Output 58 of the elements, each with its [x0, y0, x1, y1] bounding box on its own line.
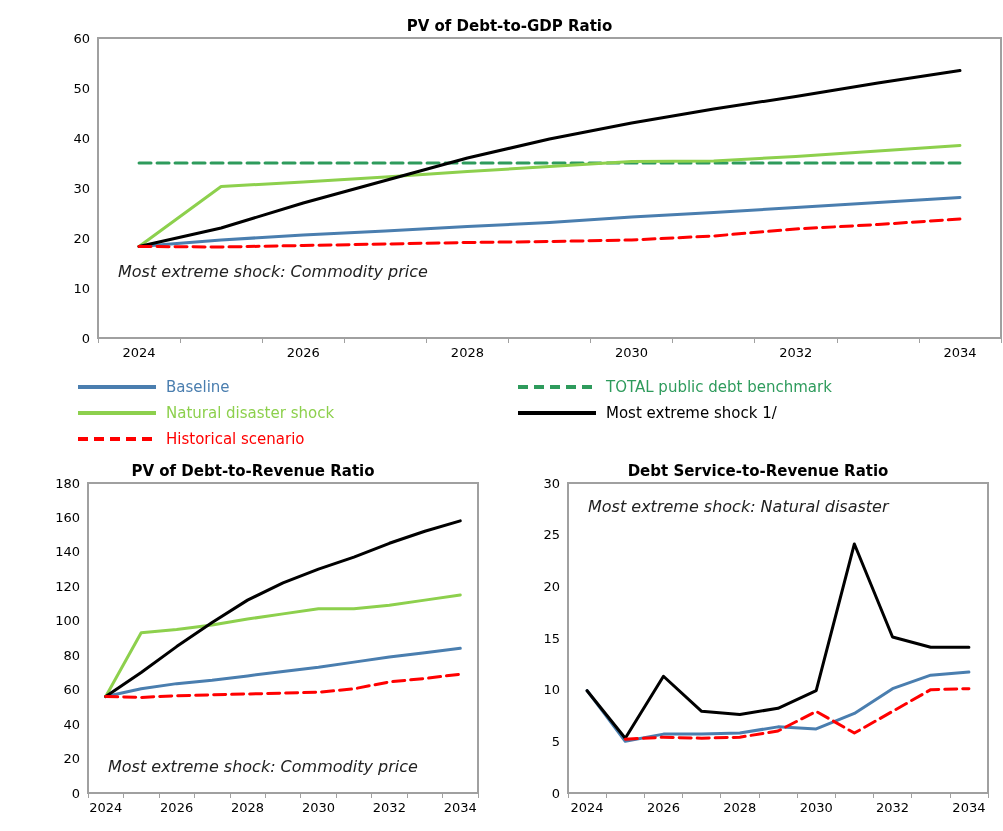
y-tick-label: 60 — [63, 682, 80, 698]
x-tick-label: 2028 — [231, 800, 265, 815]
chart-title: PV of Debt-to-Revenue Ratio — [131, 461, 375, 480]
annotation: Most extreme shock: Commodity price — [118, 261, 428, 281]
y-tick-label: 5 — [551, 733, 560, 749]
y-tick-label: 0 — [551, 785, 560, 801]
x-tick-label: 2034 — [943, 345, 977, 360]
y-tick-label: 40 — [63, 716, 80, 732]
chart-title: PV of Debt-to-GDP Ratio — [406, 16, 613, 35]
y-tick-label: 140 — [55, 544, 80, 560]
x-tick-label: 2024 — [570, 800, 604, 815]
x-tick-label: 2034 — [443, 800, 477, 815]
y-tick-label: 20 — [63, 751, 80, 767]
text: Historical scenario — [166, 430, 305, 448]
x-tick-label: 2028 — [450, 345, 484, 360]
x-tick-label: 2026 — [286, 345, 320, 360]
line-series — [137, 144, 962, 248]
x-tick-label: 2030 — [615, 345, 649, 360]
y-tick-label: 20 — [73, 230, 90, 246]
y-tick-label: 10 — [73, 280, 90, 296]
line-series — [623, 687, 971, 741]
x-tick-label: 2024 — [122, 345, 156, 360]
y-tick-label: 40 — [73, 130, 90, 146]
y-tick-label: 20 — [543, 578, 560, 594]
y-tick-label: 25 — [543, 527, 560, 543]
text: Natural disaster shock — [166, 404, 335, 422]
y-tick-label: 50 — [73, 80, 90, 96]
text: Baseline — [166, 378, 230, 396]
x-tick-label: 2028 — [723, 800, 757, 815]
x-tick-label: 2034 — [952, 800, 986, 815]
chart-title: Debt Service-to-Revenue Ratio — [627, 461, 889, 480]
y-tick-label: 120 — [55, 578, 80, 594]
text: Most extreme shock 1/ — [606, 404, 777, 422]
x-tick-label: 2032 — [372, 800, 406, 815]
y-tick-label: 0 — [81, 330, 90, 346]
annotation: Most extreme shock: Natural disaster — [588, 496, 890, 516]
x-tick-label: 2024 — [89, 800, 123, 815]
x-tick-label: 2030 — [799, 800, 833, 815]
y-tick-label: 30 — [543, 475, 560, 491]
line-series — [137, 217, 962, 249]
line-series — [104, 672, 462, 699]
y-tick-label: 100 — [55, 613, 80, 629]
x-tick-label: 2026 — [160, 800, 194, 815]
y-tick-label: 80 — [63, 647, 80, 663]
y-tick-label: 0 — [71, 785, 80, 801]
x-tick-label: 2032 — [876, 800, 910, 815]
y-tick-label: 180 — [55, 475, 80, 491]
x-tick-label: 2032 — [779, 345, 813, 360]
x-tick-label: 2030 — [301, 800, 335, 815]
line-series — [585, 542, 971, 740]
y-tick-label: 30 — [73, 180, 90, 196]
y-tick-label: 160 — [55, 509, 80, 525]
text: TOTAL public debt benchmark — [606, 378, 832, 396]
annotation: Most extreme shock: Commodity price — [108, 756, 418, 776]
x-tick-label: 2026 — [646, 800, 680, 815]
y-tick-label: 10 — [543, 682, 560, 698]
y-tick-label: 60 — [73, 30, 90, 46]
y-tick-label: 15 — [543, 630, 560, 646]
